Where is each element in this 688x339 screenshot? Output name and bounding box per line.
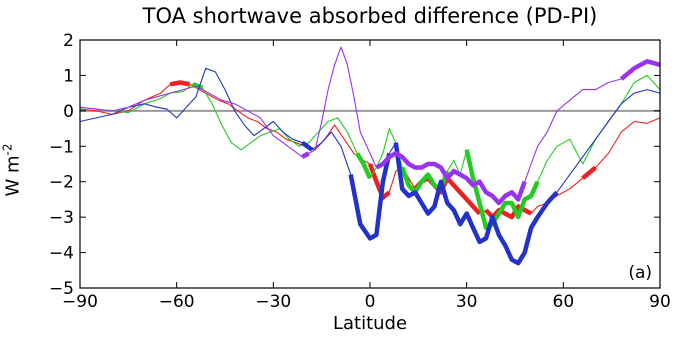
tick-layer: −90 −60 −30 0 30 60 90 −5 −4 −3 −2 −1 0 1 2 (49, 31, 671, 312)
series-line (79, 46, 661, 204)
y-tick-label: 2 (63, 31, 74, 51)
x-tick-label: 60 (553, 292, 575, 312)
series-significant-segment (300, 140, 314, 152)
series-significant-segment (169, 80, 191, 87)
series-2 (79, 67, 661, 266)
series-significant-segment (581, 165, 598, 180)
series-significant-segment (192, 82, 204, 90)
x-tick-label: 90 (649, 292, 671, 312)
series-significant-segment (355, 152, 373, 180)
y-tick-label: 0 (63, 102, 74, 122)
x-tick-label: 30 (456, 292, 478, 312)
series-significant-segment (464, 149, 540, 231)
x-tick-label: −60 (159, 292, 195, 312)
series-significant-segment (619, 59, 661, 81)
y-tick-label: −3 (49, 208, 74, 228)
y-tick-label: 1 (63, 66, 74, 86)
x-tick-label: −90 (62, 292, 98, 312)
series-0 (79, 80, 661, 220)
y-tick-label: −1 (49, 137, 74, 157)
y-axis-label-base: W m (2, 155, 24, 197)
y-tick-label: −2 (49, 173, 74, 193)
series-significant-segment (375, 151, 527, 206)
y-tick-label: −4 (49, 244, 74, 264)
x-axis-label: Latitude (332, 313, 408, 334)
y-tick-label: −5 (49, 279, 74, 299)
series-significant-segment (301, 151, 310, 159)
series-line (79, 81, 661, 218)
y-axis-label: W m-2 (1, 143, 24, 196)
series-layer (79, 46, 661, 266)
chart-title: TOA shortwave absorbed difference (PD-PI… (142, 4, 598, 28)
series-3 (79, 46, 661, 206)
series-significant-segment (393, 142, 559, 266)
x-tick-label: 0 (365, 292, 376, 312)
y-axis-label-exponent: -2 (0, 143, 15, 156)
x-tick-label: −30 (255, 292, 291, 312)
series-significant-segment (348, 152, 392, 241)
panel-label: (a) (628, 263, 652, 283)
